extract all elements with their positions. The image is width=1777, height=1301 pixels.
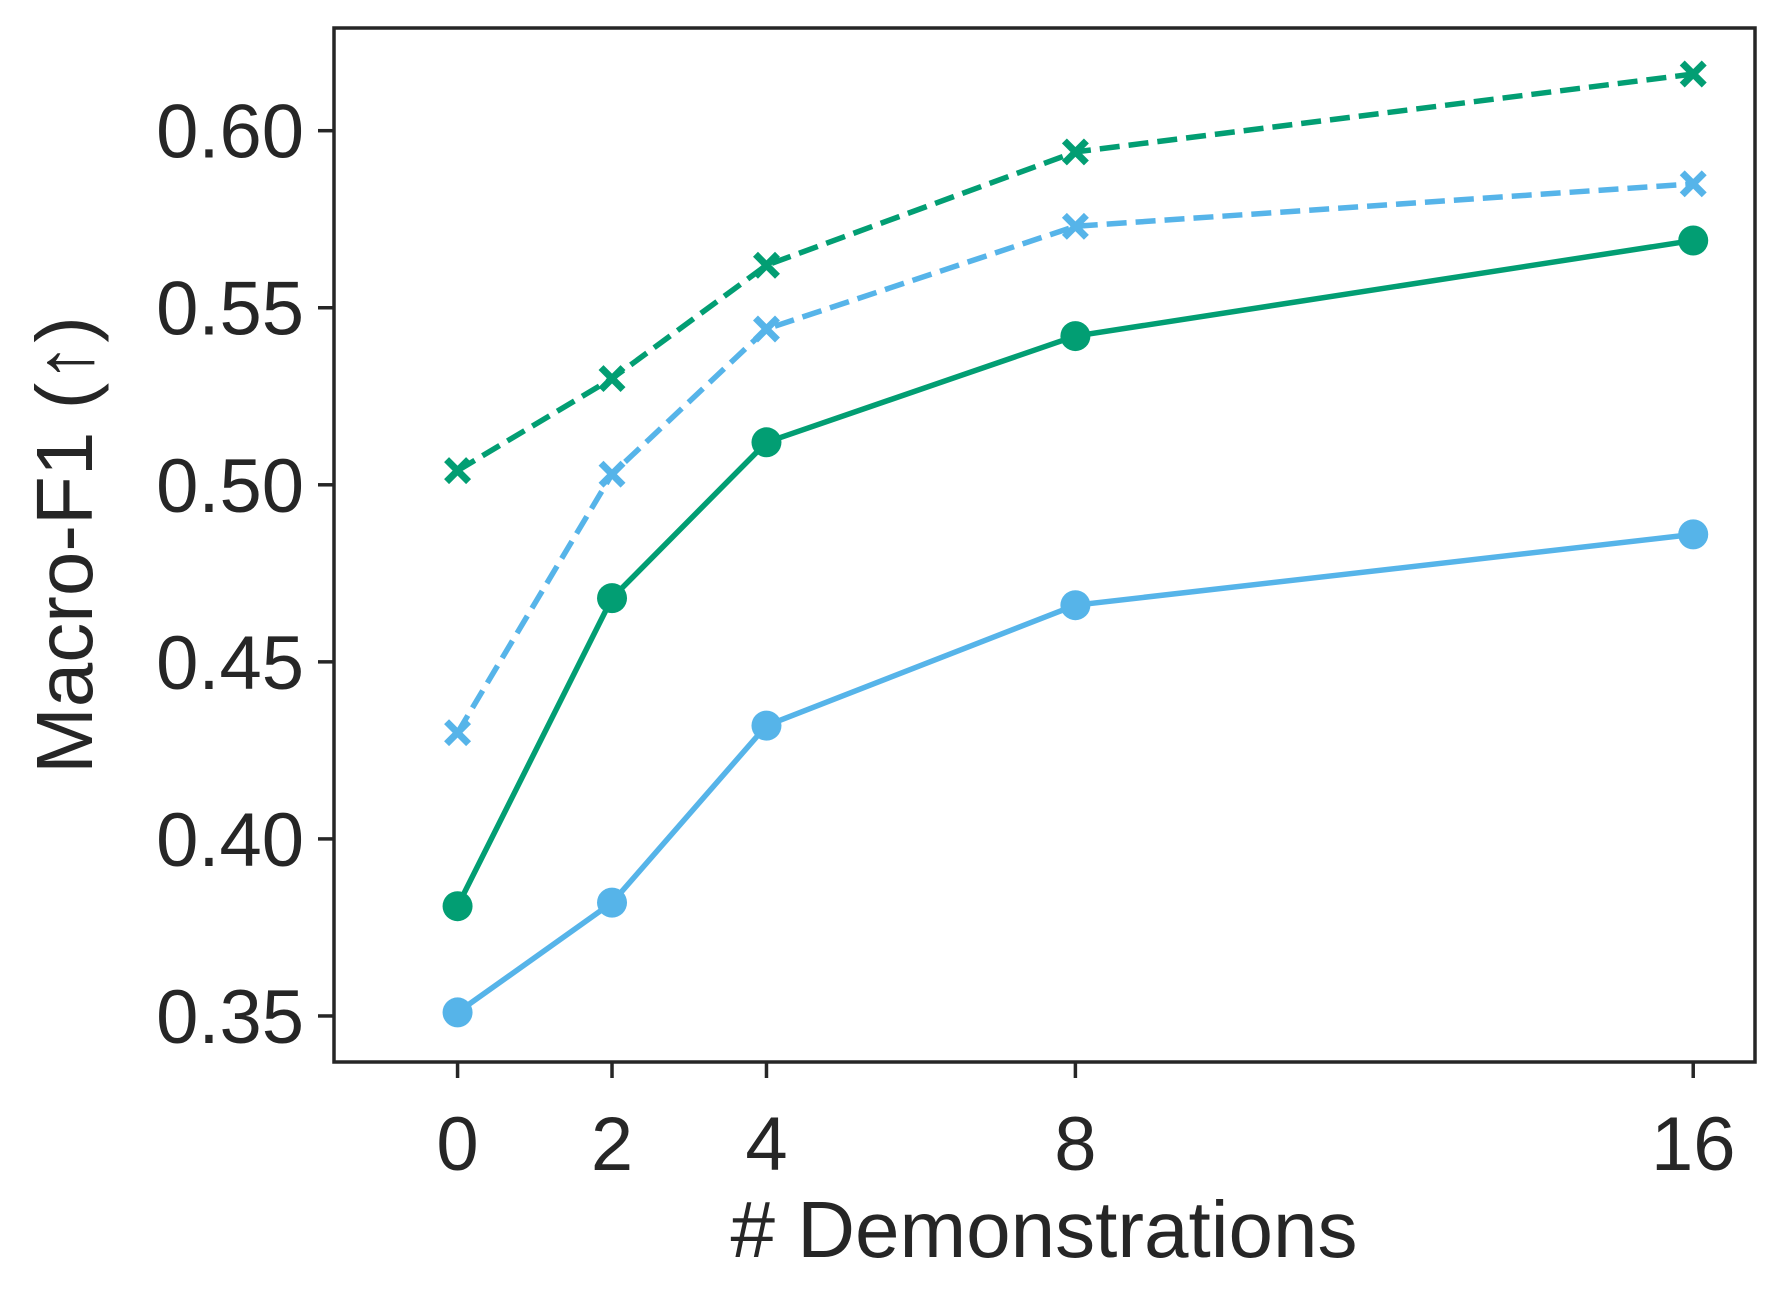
x-axis-label: # Demonstrations <box>731 1185 1358 1274</box>
x-tick-label: 16 <box>1651 1102 1736 1187</box>
x-axis: 0 2 4 8 16 <box>436 1062 1735 1187</box>
x-marker-shape <box>1679 60 1707 88</box>
data-point <box>753 251 780 279</box>
data-point <box>751 710 782 741</box>
data-point <box>1678 519 1709 550</box>
data-point <box>444 719 472 747</box>
x-tick-label: 4 <box>745 1102 787 1187</box>
data-point <box>598 365 626 393</box>
data-point <box>1679 60 1707 88</box>
x-tick-label: 0 <box>436 1102 478 1187</box>
data-point <box>442 891 473 922</box>
x-marker-shape <box>598 460 626 488</box>
series-1 <box>444 60 1707 485</box>
data-point <box>1061 138 1089 166</box>
y-axis: 0.35 0.40 0.45 0.50 0.55 0.60 <box>156 90 334 1060</box>
data-point <box>1061 212 1089 240</box>
data-point <box>753 315 780 343</box>
series-2 <box>444 170 1707 747</box>
series-1-line <box>456 71 1694 473</box>
x-marker-shape <box>1061 138 1089 166</box>
plot-frame <box>332 26 1757 1064</box>
x-marker-shape <box>753 315 780 343</box>
data-point <box>444 457 472 485</box>
y-axis-label: Macro-F1 (↑) <box>20 316 109 774</box>
x-marker-shape <box>444 719 472 747</box>
data-point <box>1679 170 1707 198</box>
x-tick-label: 8 <box>1054 1102 1096 1187</box>
x-marker-shape <box>598 365 626 393</box>
data-point <box>1060 321 1091 352</box>
y-tick-label: 0.40 <box>156 798 304 883</box>
data-point <box>597 887 628 918</box>
x-marker-shape <box>1679 170 1707 198</box>
y-tick-label: 0.55 <box>156 267 304 352</box>
data-point <box>597 583 628 614</box>
x-marker-shape <box>1061 212 1089 240</box>
y-tick-label: 0.35 <box>156 975 304 1060</box>
y-tick-label: 0.60 <box>156 90 304 175</box>
data-point <box>598 460 626 488</box>
data-point <box>442 997 473 1028</box>
data-point <box>1678 225 1709 256</box>
data-point <box>751 427 782 458</box>
x-tick-label: 2 <box>591 1102 633 1187</box>
series-4 <box>442 519 1709 1028</box>
series-3 <box>442 225 1709 922</box>
y-tick-label: 0.50 <box>156 444 304 529</box>
y-tick-label: 0.45 <box>156 621 304 706</box>
series-layer <box>442 60 1709 1028</box>
x-marker-shape <box>444 457 472 485</box>
data-point <box>1060 590 1091 621</box>
series-2-line <box>455 181 1694 735</box>
x-marker-shape <box>753 251 780 279</box>
